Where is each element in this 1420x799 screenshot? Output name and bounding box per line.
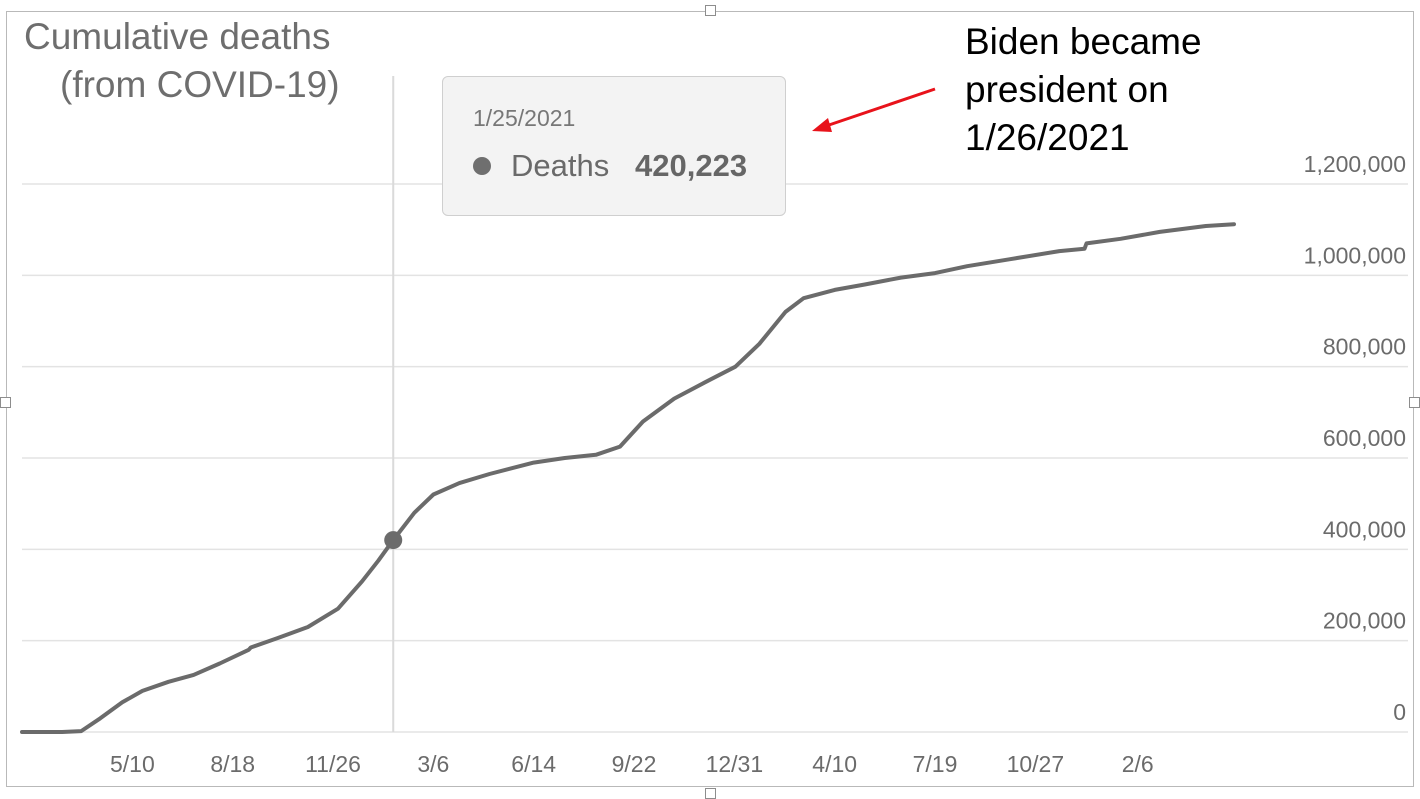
- chart-subtitle: (from COVID-19): [60, 64, 340, 105]
- chart-title: Cumulative deaths: [24, 16, 331, 57]
- y-tick-label: 1,200,000: [1304, 151, 1406, 177]
- tooltip-series-name: Deaths: [511, 148, 610, 183]
- x-tick-label: 5/10: [110, 751, 155, 777]
- x-tick-label: 12/31: [706, 751, 764, 777]
- y-tick-label: 0: [1393, 699, 1406, 725]
- x-tick-label: 4/10: [812, 751, 857, 777]
- y-tick-label: 200,000: [1323, 608, 1406, 634]
- hover-point[interactable]: [384, 531, 403, 550]
- x-tick-label: 6/14: [511, 751, 556, 777]
- annotation-line-2: president on: [965, 69, 1169, 110]
- x-tick-label: 11/26: [305, 751, 361, 777]
- y-tick-label: 400,000: [1323, 516, 1406, 542]
- x-tick-label: 7/19: [913, 751, 958, 777]
- tooltip-value: 420,223: [635, 148, 748, 183]
- y-tick-label: 1,000,000: [1304, 242, 1406, 268]
- x-tick-label: 3/6: [417, 751, 449, 777]
- y-axis-ticks: 0 200,000 400,000 600,000 800,000 1,000,000 1,…: [1304, 151, 1406, 725]
- x-tick-label: 10/27: [1007, 751, 1065, 777]
- x-tick-label: 8/18: [210, 751, 255, 777]
- annotation-arrow: [812, 87, 936, 132]
- y-tick-label: 800,000: [1323, 334, 1406, 360]
- deaths-series-line: [20, 222, 1236, 734]
- arrow-shaft: [825, 87, 936, 128]
- y-tick-label: 600,000: [1323, 425, 1406, 451]
- arrow-head: [812, 118, 832, 132]
- gridlines: [22, 183, 1408, 733]
- x-tick-label: 2/6: [1122, 751, 1154, 777]
- annotation-line-3: 1/26/2021: [965, 117, 1130, 158]
- tooltip-date: 1/25/2021: [473, 105, 576, 131]
- tooltip: 1/25/2021 Deaths 420,223: [442, 76, 786, 216]
- x-axis-ticks: 5/10 8/18 11/26 3/6 6/14 9/22 12/31 4/10 7/19 10/…: [110, 751, 1154, 777]
- resize-handle-top[interactable]: [705, 5, 716, 16]
- resize-handle-left[interactable]: [0, 397, 11, 408]
- x-tick-label: 9/22: [612, 751, 657, 777]
- series-dot-icon: [473, 157, 491, 175]
- annotation-line-1: Biden became: [965, 21, 1202, 62]
- annotation-text: Biden became president on 1/26/2021: [965, 18, 1265, 162]
